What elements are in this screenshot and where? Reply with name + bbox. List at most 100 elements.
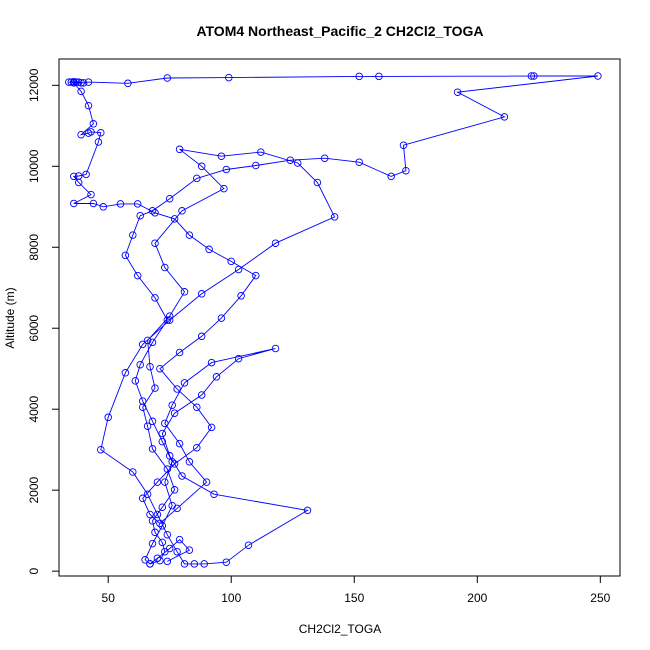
data-point [210,490,218,498]
data-point [168,501,176,510]
data-point [180,560,189,568]
data-point [530,72,538,80]
data-point [220,184,228,193]
data-point [153,510,162,519]
data-point [153,478,162,486]
data-point [138,494,147,503]
data-point [168,458,176,466]
data-point [136,211,144,220]
data-point [234,265,243,274]
data-point [74,172,83,180]
data-point [387,172,395,181]
data-point [158,437,167,446]
data-point [237,292,245,300]
data-point [151,384,159,392]
data-point [178,207,186,215]
data-point [84,78,93,86]
data-point [303,506,312,515]
data-point [175,348,184,357]
data-point [156,364,164,373]
data-point [197,162,206,171]
data-point [193,403,201,411]
data-point [143,422,152,430]
data-point [97,128,105,137]
y-tick-label: 2000 [27,477,41,504]
x-axis-label: CH2Cl2_TOGA [299,622,381,636]
data-point [89,120,98,128]
data-point [156,556,164,565]
data-point [158,522,167,530]
data-point [170,486,179,494]
data-point [70,172,78,181]
data-point [82,170,90,179]
data-point [594,72,602,80]
data-point [222,165,231,174]
data-point [320,154,329,162]
data-point [104,413,112,422]
y-axis: 0 2000 4000 6000 8000 10000 12000 [27,68,59,574]
point-layer [65,72,602,568]
data-point [202,478,211,486]
data-point [313,178,322,187]
data-point [84,101,93,110]
data-point [70,199,78,208]
data-point [70,77,78,86]
data-point [527,72,536,80]
data-point [153,554,162,562]
data-point [173,547,181,556]
data-point [170,460,179,468]
data-point [453,88,462,96]
data-point [158,503,167,511]
data-point [271,239,280,247]
x-tick-label: 100 [221,591,241,605]
data-point [293,159,302,167]
data-point [84,129,93,137]
series-layer [68,75,598,565]
data-point [129,468,137,476]
data-point [148,417,157,426]
data-point [402,166,410,175]
data-point [163,557,172,566]
data-point [129,231,137,239]
data-point [222,558,231,566]
data-point [197,332,206,341]
data-point [207,423,216,432]
data-point [165,312,174,320]
x-tick-label: 50 [102,591,116,605]
data-point [175,145,184,154]
data-point [146,362,154,371]
data-point [252,161,260,170]
y-tick-label: 4000 [27,396,41,423]
data-point [355,72,363,81]
data-point [89,199,98,208]
data-point [173,385,181,393]
data-point [185,458,194,466]
data-point [163,465,172,473]
data-point [148,207,157,215]
data-point [72,78,80,86]
data-point [121,369,130,377]
data-point [178,472,186,480]
data-point [197,290,206,298]
data-point [138,397,147,405]
data-point [234,354,243,363]
data-point [161,478,169,486]
data-point [163,74,172,82]
data-point [146,510,154,519]
data-point [168,401,176,409]
data-point [65,78,73,86]
data-point [170,215,179,223]
data-point [180,288,189,296]
data-point [175,535,184,544]
y-tick-label: 0 [27,567,41,574]
data-point [141,556,149,564]
data-point [143,336,152,345]
data-point [205,245,213,254]
data-point [146,560,154,568]
data-point [200,560,208,568]
data-point [148,517,157,525]
data-point [375,72,383,81]
data-point [193,174,201,183]
data-point [133,200,142,208]
data-point [97,445,105,454]
